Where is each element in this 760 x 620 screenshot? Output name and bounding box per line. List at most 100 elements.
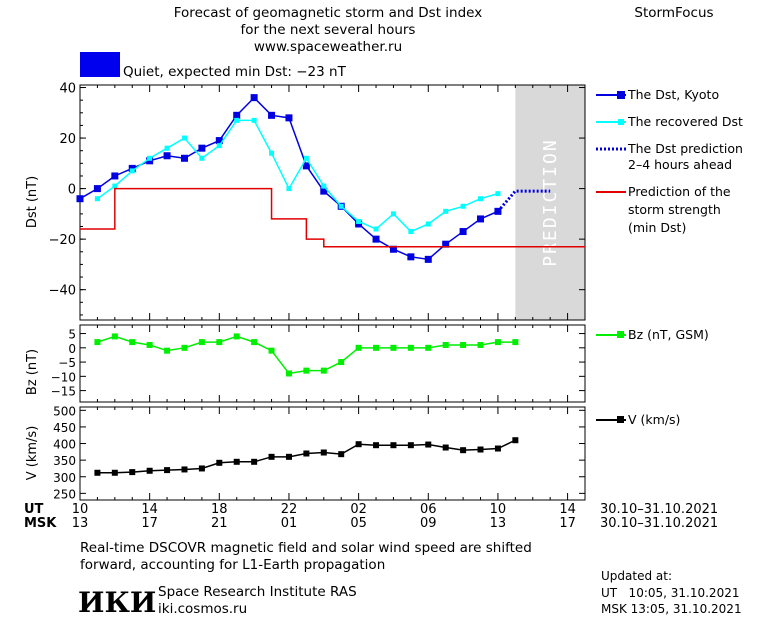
legend-v: V (km/s) [596,412,680,427]
bz-point [94,339,101,346]
bz-point [494,339,501,346]
bz-ytick-label: 0 [68,342,76,356]
dst-kyoto-point [268,111,276,119]
bz-panel: 50−5−10−15 [51,324,586,403]
bz-point [460,341,467,348]
dst-kyoto-point [459,228,467,236]
dst-recovered-point [94,196,100,202]
v-panel: 500 450 400 350 300 250 [53,404,586,501]
v-axis-label: V (km/s) [25,426,40,481]
dst-recovered-point [181,135,187,141]
chart-title-line1: Forecast of geomagnetic storm and Dst in… [174,5,482,21]
v-point [216,459,223,466]
dst-kyoto-point [215,137,223,145]
v-ytick-label: 500 [53,404,76,418]
dst-recovered-point [129,168,135,174]
dst-kyoto-point [355,220,363,228]
legend-v-marker [617,416,624,423]
brand-name: StormFocus [634,5,713,21]
org-url[interactable]: iki.cosmos.ru [158,601,247,617]
dst-recovered-point [199,155,205,161]
ut-tick-label: 22 [281,502,298,517]
prediction-label: PREDICTION [540,138,561,266]
ut-tick-label: 02 [350,502,367,517]
legend-dst-kyoto-marker [617,91,625,99]
dst-recovered-point [460,203,466,209]
v-point [338,451,345,458]
bz-ytick-label: −15 [51,385,76,399]
ut-tick-label: 10 [72,502,89,517]
v-point [181,466,188,473]
v-point [460,447,467,454]
msk-tick-label: 13 [490,516,507,531]
dst-kyoto-point [389,245,397,253]
ut-date-range: 30.10–31.10.2021 [600,502,718,517]
footer-note-line2: forward, accounting for L1-Earth propaga… [80,557,385,573]
legend-bz-label: Bz (nT, GSM) [628,327,709,342]
dst-kyoto-point [442,240,450,248]
legend-dst-prediction-label-line1: The Dst prediction [627,141,743,156]
dst-panel-frame [79,84,586,321]
bz-point [373,344,380,351]
dst-recovered-point [164,145,170,151]
msk-tick-label: 17 [559,516,576,531]
legend-v-label: V (km/s) [628,412,680,427]
status-color-box [80,52,120,77]
dst-recovered-point [443,208,449,214]
bz-point [303,367,310,374]
dst-recovered-series-line [96,119,499,233]
v-point [320,449,327,456]
v-point [425,441,432,448]
bz-point [355,344,362,351]
v-point [198,465,205,472]
legend-dst-prediction: The Dst prediction 2–4 hours ahead [596,141,743,172]
ut-tick-label: 14 [559,502,576,517]
dst-recovered-point [147,155,153,161]
v-point [373,442,380,449]
dst-kyoto-point [233,111,241,119]
dst-kyoto-point [180,154,188,162]
v-point [164,467,171,474]
dst-recovered-point [321,183,327,189]
legend-dst-prediction-label-line2: 2–4 hours ahead [628,157,732,172]
dst-kyoto-point [477,215,485,223]
v-point [303,450,310,457]
dst-kyoto-point [111,172,119,180]
bz-point [164,347,171,354]
ut-tick-label: 06 [420,502,437,517]
dst-panel: PREDICTION 40 20 0 −20 −40 [49,82,586,321]
v-point [233,458,240,465]
footer-note-line1: Real-time DSCOVR magnetic field and sola… [80,540,532,556]
v-point [512,437,519,444]
v-point [355,441,362,448]
source-url[interactable]: www.spaceweather.ru [254,39,402,55]
bz-point [198,339,205,346]
bz-point [251,339,258,346]
dst-recovered-point [286,186,292,192]
dst-recovered-point [390,211,396,217]
dst-ytick-label: 0 [68,183,76,198]
v-point [251,458,258,465]
bz-point [320,367,327,374]
bz-point [181,344,188,351]
dst-recovered-point [425,221,431,227]
dst-recovered-point [234,117,240,123]
bz-point [268,347,275,354]
dst-recovered-point [269,150,275,156]
bz-point [338,359,345,366]
legend-dst-recovered: The recovered Dst [596,114,743,129]
dst-recovered-point [373,226,379,232]
msk-tick-label: 05 [350,516,367,531]
bz-point [233,333,240,340]
msk-tick-label: 21 [211,516,228,531]
legend-bz-marker [617,331,624,338]
dst-kyoto-point [407,253,415,261]
org-name: Space Research Institute RAS [158,584,357,600]
bz-point [512,339,519,346]
bz-point [407,344,414,351]
dst-ytick-label: 40 [59,82,76,97]
v-point [407,442,414,449]
prediction-band [515,85,585,320]
dst-recovered-point [303,155,309,161]
msk-tick-label: 17 [141,516,158,531]
